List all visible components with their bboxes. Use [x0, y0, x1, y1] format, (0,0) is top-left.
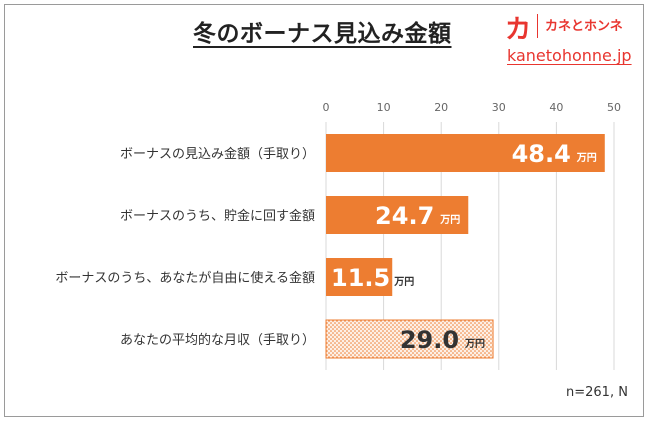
- brand-logo-name: カネとホンネ: [545, 19, 623, 34]
- value-unit-label: 万円: [439, 214, 460, 226]
- chart-frame: [4, 4, 644, 417]
- bar: [326, 196, 469, 234]
- value-unit-label: 万円: [393, 276, 414, 288]
- value-unit-label: 万円: [576, 152, 597, 164]
- bar: [326, 258, 393, 296]
- value-label: 29.0: [400, 326, 459, 354]
- x-tick-label: 40: [549, 101, 563, 114]
- x-tick-label: 0: [323, 101, 330, 114]
- value-label: 24.7: [375, 202, 434, 230]
- chart-title: 冬のボーナス見込み金額: [193, 21, 452, 47]
- x-tick-label: 10: [377, 101, 391, 114]
- brand-url-link[interactable]: kanetohonne.jp: [507, 46, 632, 65]
- x-tick-label: 20: [434, 101, 448, 114]
- bar: [326, 134, 605, 172]
- x-tick-label: 30: [492, 101, 506, 114]
- category-label: ボーナスのうち、貯金に回す金額: [120, 208, 315, 224]
- value-label: 48.4: [512, 140, 571, 168]
- category-label: あなたの平均的な月収（手取り）: [120, 332, 315, 348]
- bar: [325, 319, 494, 359]
- category-label: ボーナスのうち、あなたが自由に使える金額: [55, 270, 315, 286]
- sample-size-note: n=261, N: [566, 385, 628, 400]
- brand-logo-divider: [537, 14, 538, 38]
- brand-logo-mark: カ: [505, 15, 532, 45]
- value-label: 11.5: [331, 264, 390, 292]
- x-tick-label: 50: [607, 101, 621, 114]
- value-unit-label: 万円: [464, 338, 485, 350]
- category-label: ボーナスの見込み金額（手取り）: [120, 146, 315, 162]
